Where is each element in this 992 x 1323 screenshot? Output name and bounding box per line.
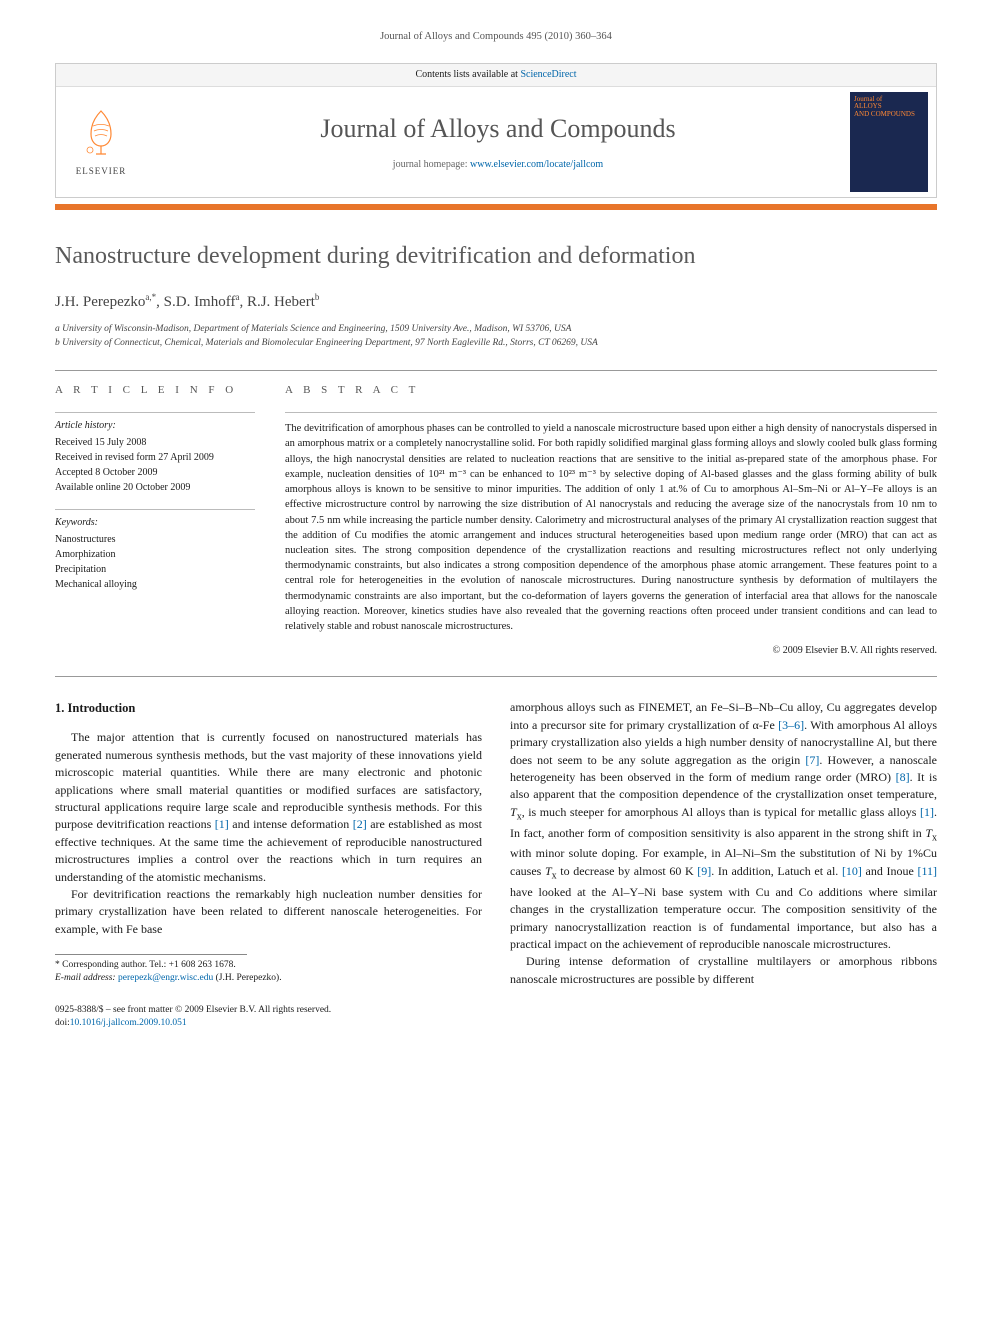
history-line: Received 15 July 2008 bbox=[55, 435, 255, 450]
article-info-heading: a r t i c l e i n f o bbox=[55, 383, 255, 398]
keywords-label: Keywords: bbox=[55, 516, 255, 530]
email-link[interactable]: perepezk@engr.wisc.edu bbox=[118, 973, 213, 983]
history-line: Available online 20 October 2009 bbox=[55, 480, 255, 495]
history-line: Received in revised form 27 April 2009 bbox=[55, 450, 255, 465]
contents-lists-text: Contents lists available at bbox=[415, 69, 520, 80]
running-header: Journal of Alloys and Compounds 495 (201… bbox=[55, 30, 937, 45]
history-line: Accepted 8 October 2009 bbox=[55, 465, 255, 480]
article-title: Nanostructure development during devitri… bbox=[55, 240, 937, 274]
email-label: E-mail address: bbox=[55, 973, 118, 983]
keyword: Amorphization bbox=[55, 547, 255, 562]
email-suffix: (J.H. Perepezko). bbox=[213, 973, 281, 983]
journal-title: Journal of Alloys and Compounds bbox=[146, 111, 850, 147]
body-paragraph: For devitrification reactions the remark… bbox=[55, 886, 482, 938]
abstract-copyright: © 2009 Elsevier B.V. All rights reserved… bbox=[285, 644, 937, 658]
sciencedirect-link[interactable]: ScienceDirect bbox=[520, 69, 576, 80]
authors-line: J.H. Perepezkoa,*, S.D. Imhoffa, R.J. He… bbox=[55, 291, 937, 313]
homepage-prefix: journal homepage: bbox=[393, 159, 470, 170]
article-info-block: a r t i c l e i n f o Article history: R… bbox=[55, 383, 255, 658]
body-paragraph: During intense deformation of crystallin… bbox=[510, 953, 937, 988]
journal-homepage: journal homepage: www.elsevier.com/locat… bbox=[146, 158, 850, 172]
doi-prefix: doi: bbox=[55, 1018, 70, 1028]
affiliations: a University of Wisconsin-Madison, Depar… bbox=[55, 323, 937, 350]
elsevier-tree-icon bbox=[76, 106, 126, 156]
body-columns: 1. Introduction The major attention that… bbox=[55, 699, 937, 988]
homepage-link[interactable]: www.elsevier.com/locate/jallcom bbox=[470, 159, 603, 170]
abstract-block: a b s t r a c t The devitrification of a… bbox=[285, 383, 937, 658]
history-label: Article history: bbox=[55, 419, 255, 433]
body-paragraph: The major attention that is currently fo… bbox=[55, 729, 482, 886]
page-footer: 0925-8388/$ – see front matter © 2009 El… bbox=[55, 1004, 937, 1031]
affiliation-a: a University of Wisconsin-Madison, Depar… bbox=[55, 323, 937, 336]
keyword: Mechanical alloying bbox=[55, 577, 255, 592]
footer-copyright: 0925-8388/$ – see front matter © 2009 El… bbox=[55, 1004, 937, 1017]
corresponding-author: * Corresponding author. Tel.: +1 608 263… bbox=[55, 959, 482, 972]
abstract-heading: a b s t r a c t bbox=[285, 383, 937, 398]
doi-link[interactable]: 10.1016/j.jallcom.2009.10.051 bbox=[70, 1018, 187, 1028]
footnote-separator bbox=[55, 954, 247, 955]
masthead: Contents lists available at ScienceDirec… bbox=[55, 63, 937, 198]
elsevier-label: ELSEVIER bbox=[64, 165, 138, 178]
divider bbox=[55, 370, 937, 371]
footnotes: * Corresponding author. Tel.: +1 608 263… bbox=[55, 959, 482, 986]
section-heading-intro: 1. Introduction bbox=[55, 699, 482, 717]
orange-divider-bar bbox=[55, 204, 937, 210]
affiliation-b: b University of Connecticut, Chemical, M… bbox=[55, 337, 937, 350]
keyword: Precipitation bbox=[55, 562, 255, 577]
keyword: Nanostructures bbox=[55, 532, 255, 547]
cover-line3: AND COMPOUNDS bbox=[854, 110, 915, 118]
abstract-text: The devitrification of amorphous phases … bbox=[285, 412, 937, 634]
elsevier-logo[interactable]: ELSEVIER bbox=[56, 98, 146, 186]
journal-cover-thumb: Journal of ALLOYS AND COMPOUNDS bbox=[850, 92, 928, 192]
masthead-top-bar: Contents lists available at ScienceDirec… bbox=[56, 64, 936, 87]
body-paragraph: amorphous alloys such as FINEMET, an Fe–… bbox=[510, 699, 937, 953]
body-divider bbox=[55, 676, 937, 677]
